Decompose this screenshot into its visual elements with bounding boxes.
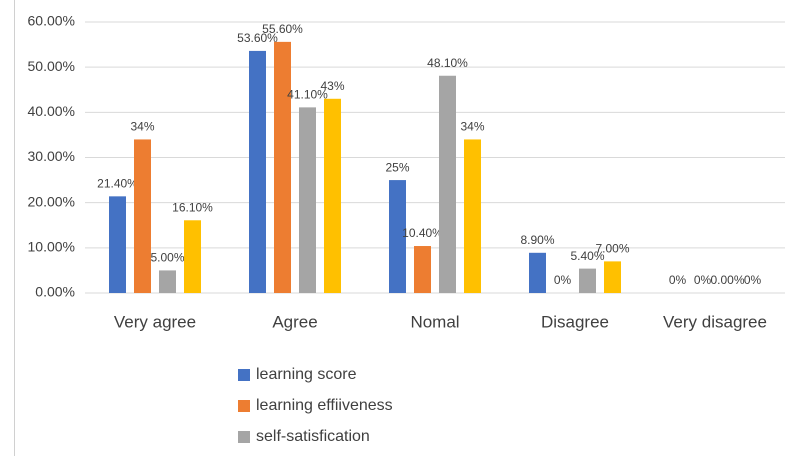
y-tick-label: 40.00% <box>28 103 75 119</box>
legend-swatch <box>238 431 250 443</box>
x-tick-label: Disagree <box>541 312 609 331</box>
value-label: 0% <box>744 273 762 287</box>
legend-label: self-satisfication <box>256 428 370 445</box>
bar <box>604 261 621 293</box>
bar <box>439 75 456 293</box>
y-tick-label: 50.00% <box>28 58 75 74</box>
value-label: 16.10% <box>172 200 213 214</box>
y-tick-label: 60.00% <box>28 13 75 29</box>
value-label: 48.10% <box>427 56 468 70</box>
value-label: 8.90% <box>520 233 554 247</box>
y-tick-label: 10.00% <box>28 239 75 255</box>
value-label: 0% <box>554 273 572 287</box>
y-tick-label: 20.00% <box>28 193 75 209</box>
value-label: 0% <box>694 273 712 287</box>
value-label: 21.40% <box>97 177 138 191</box>
value-label: 5.00% <box>150 251 184 265</box>
y-tick-label: 0.00% <box>35 284 75 300</box>
y-tick-label: 30.00% <box>28 148 75 164</box>
legend-label: learning score <box>256 366 357 383</box>
value-label: 25% <box>385 160 409 174</box>
value-label: 10.40% <box>402 226 443 240</box>
x-tick-label: Nomal <box>410 312 459 331</box>
value-label: 55.60% <box>262 22 303 36</box>
bar <box>579 268 596 293</box>
x-tick-label: Very disagree <box>663 312 767 331</box>
bar <box>414 246 431 293</box>
value-label: 34% <box>460 120 484 134</box>
bar <box>134 139 151 293</box>
bar <box>249 50 266 294</box>
chart-border <box>14 0 15 456</box>
value-label: 34% <box>130 120 154 134</box>
bar <box>274 41 291 293</box>
bar <box>389 180 406 293</box>
bar <box>464 139 481 293</box>
bar <box>184 220 201 293</box>
value-label: 0% <box>669 273 687 287</box>
value-label: 5.40% <box>570 249 604 263</box>
legend-swatch <box>238 400 250 412</box>
value-label: 53.60% <box>237 31 278 45</box>
bar <box>299 107 316 294</box>
bar <box>159 270 176 293</box>
legend-swatch <box>238 369 250 381</box>
value-label: 7.00% <box>595 242 629 256</box>
bar <box>324 98 341 294</box>
x-tick-label: Agree <box>272 312 317 331</box>
value-label: 43% <box>320 79 344 93</box>
value-label: 41.10% <box>287 88 328 102</box>
x-tick-label: Very agree <box>114 312 196 331</box>
legend-label: learning effiiveness <box>256 397 393 414</box>
value-label: 0.00% <box>710 273 744 287</box>
bar <box>109 196 126 293</box>
bar <box>529 252 546 293</box>
